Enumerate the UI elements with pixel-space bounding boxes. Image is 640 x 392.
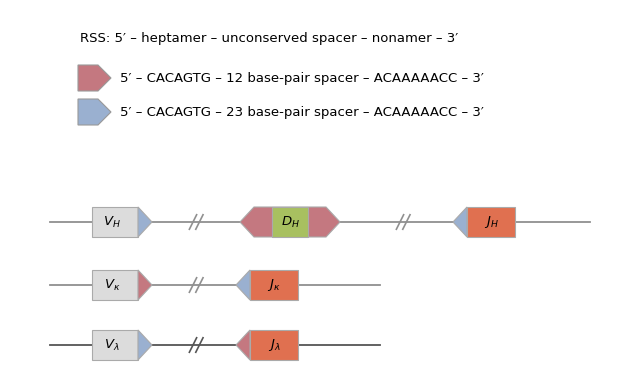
Polygon shape	[453, 207, 467, 237]
Bar	[250, 270, 298, 300]
Text: $J_H$: $J_H$	[484, 214, 499, 230]
Text: $J_\lambda$: $J_\lambda$	[268, 337, 280, 353]
Text: $V_H$: $V_H$	[103, 214, 121, 230]
Bar	[92, 270, 138, 300]
Text: $V_\lambda$: $V_\lambda$	[104, 338, 120, 352]
Bar	[272, 207, 308, 237]
Polygon shape	[138, 207, 152, 237]
Bar	[250, 330, 298, 360]
Text: 5′ – CACAGTG – 12 base-pair spacer – ACAAAAACC – 3′: 5′ – CACAGTG – 12 base-pair spacer – ACA…	[120, 71, 484, 85]
Text: RSS: 5′ – heptamer – unconserved spacer – nonamer – 3′: RSS: 5′ – heptamer – unconserved spacer …	[80, 31, 458, 45]
Bar	[92, 207, 138, 237]
Text: $D_H$: $D_H$	[280, 214, 300, 230]
Polygon shape	[78, 65, 111, 91]
Polygon shape	[138, 270, 152, 300]
Bar	[467, 207, 515, 237]
Text: $V_\kappa$: $V_\kappa$	[104, 278, 120, 292]
Polygon shape	[236, 270, 250, 300]
Polygon shape	[236, 330, 250, 360]
Polygon shape	[240, 207, 340, 237]
Polygon shape	[138, 330, 152, 360]
Polygon shape	[78, 99, 111, 125]
Text: $J_\kappa$: $J_\kappa$	[268, 277, 281, 293]
Text: 5′ – CACAGTG – 23 base-pair spacer – ACAAAAACC – 3′: 5′ – CACAGTG – 23 base-pair spacer – ACA…	[120, 105, 484, 118]
Bar	[92, 330, 138, 360]
